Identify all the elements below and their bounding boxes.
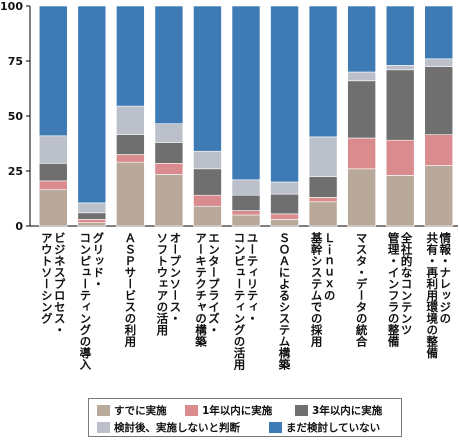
bar-segment-1 xyxy=(193,205,222,227)
x-axis-labels: ビジネスプロセス・アウトソーシング グリッド・コンピューティングの導入 ＡＳＰサービ… xyxy=(40,231,452,371)
bar-segment-1 xyxy=(116,161,145,227)
bar-segment-1 xyxy=(231,214,261,227)
y-tick-label: 100 xyxy=(0,0,23,13)
bar-segment-5 xyxy=(424,5,454,60)
bar-segment-5 xyxy=(270,5,299,183)
bar-segment-5 xyxy=(231,5,261,181)
bar-segment-5 xyxy=(347,5,376,73)
bar-segment-4 xyxy=(385,65,415,71)
bar-segment-2 xyxy=(38,180,68,190)
bar-segment-5 xyxy=(154,5,184,124)
legend-item: 1年以内に実施 xyxy=(185,403,272,418)
y-tick-label: 25 xyxy=(8,165,23,178)
bar-segment-3 xyxy=(193,168,222,196)
legend-swatch xyxy=(97,405,110,416)
bar-segment-3 xyxy=(308,176,338,198)
x-tick-label: 共有・再利用環境の整備 xyxy=(425,231,439,359)
x-tick-label: ＳＯＡによるシステム構築 xyxy=(278,232,292,371)
x-tick-label: エンタープライズ・ xyxy=(207,232,221,336)
x-tick-label: グリッド・ xyxy=(91,231,105,289)
bar-segment-4 xyxy=(347,71,376,82)
bar-segment-1 xyxy=(154,174,184,227)
y-tick-label: 0 xyxy=(15,220,23,233)
legend-item: まだ検討していない xyxy=(269,420,380,435)
legend-swatch xyxy=(97,422,110,433)
legend-label: 検討後、実施しないと判断 xyxy=(114,422,240,434)
bar-segment-4 xyxy=(231,179,261,196)
bar-segment-1 xyxy=(424,165,454,227)
x-tick-label: 全社的なコンテンツ xyxy=(400,231,414,335)
legend-label: まだ検討していない xyxy=(286,422,381,434)
bar-segment-4 xyxy=(308,136,338,177)
bar-segment-3 xyxy=(116,134,145,155)
x-tick-label: オープンソース・ xyxy=(168,232,182,324)
legend-label: 1年以内に実施 xyxy=(202,405,273,417)
bar-segment-2 xyxy=(116,154,145,163)
bar-segment-2 xyxy=(154,163,184,175)
legend-swatch xyxy=(269,422,282,433)
bar-segment-3 xyxy=(77,212,107,220)
bar-segment-1 xyxy=(308,201,338,227)
bar-segment-3 xyxy=(270,193,299,215)
bar-segment-3 xyxy=(385,69,415,141)
bar-segment-5 xyxy=(308,5,338,138)
x-tick-label: ソフトウェアの活用 xyxy=(155,232,169,336)
legend: すでに実施 1年以内に実施 3年以内に実施検討後、実施しないと判断 まだ検討していない xyxy=(88,398,402,437)
bar-segment-2 xyxy=(231,210,261,216)
bar-segment-5 xyxy=(385,5,415,66)
bar-segment-1 xyxy=(77,222,107,227)
x-tick-label: ビジネスプロセス・ xyxy=(53,232,67,336)
bar-segment-3 xyxy=(154,142,184,164)
bar-segment-3 xyxy=(347,80,376,139)
legend-item: 検討後、実施しないと判断 xyxy=(97,420,240,435)
x-tick-label: 基幹システムでの採用 xyxy=(310,231,324,348)
bar-segment-1 xyxy=(347,168,376,227)
bar-segment-4 xyxy=(38,135,68,164)
legend-label: 3年以内に実施 xyxy=(312,405,383,417)
bar-segment-4 xyxy=(154,123,184,143)
legend-item: すでに実施 xyxy=(97,403,167,418)
bar-segment-2 xyxy=(270,213,299,220)
y-tick-label: 75 xyxy=(8,55,23,68)
x-tick-label: アウトソーシング xyxy=(40,232,54,324)
bar-segment-5 xyxy=(116,5,145,107)
bar-segment-4 xyxy=(77,202,107,214)
bar-segment-4 xyxy=(424,58,454,67)
x-tick-label: アーキテクチャの構築 xyxy=(194,232,208,348)
legend-swatch xyxy=(185,405,198,416)
x-tick-label: 管理・インフラの整備 xyxy=(387,231,401,348)
bar-segment-2 xyxy=(347,137,376,170)
bar-segment-1 xyxy=(38,189,68,227)
bar-area xyxy=(38,5,454,227)
bar-segment-2 xyxy=(424,134,454,166)
bar-segment-3 xyxy=(231,194,261,211)
bar-segment-4 xyxy=(116,105,145,135)
bar-segment-2 xyxy=(385,139,415,176)
bar-segment-2 xyxy=(193,194,222,207)
legend-item: 3年以内に実施 xyxy=(295,403,382,418)
legend-label: すでに実施 xyxy=(114,405,167,417)
bar-segment-4 xyxy=(193,150,222,170)
bar-segment-3 xyxy=(38,163,68,182)
bar-segment-5 xyxy=(38,5,68,137)
bar-segment-1 xyxy=(385,175,415,227)
bar-segment-1 xyxy=(270,219,299,227)
x-tick-label: Ｌｉｎｕｘの xyxy=(323,232,337,301)
x-tick-label: 情報・ナレッジの xyxy=(438,231,452,324)
bar-segment-4 xyxy=(270,181,299,195)
bar-segment-3 xyxy=(424,66,454,135)
x-tick-label: マスタ・データの統合 xyxy=(355,232,369,348)
y-tick-label: 50 xyxy=(8,110,24,123)
legend-swatch xyxy=(295,405,308,416)
x-tick-label: ユーティリティ・ xyxy=(246,232,260,324)
bar-segment-5 xyxy=(77,5,107,204)
x-tick-label: ＡＳＰサービスの利用 xyxy=(123,232,137,348)
bar-segment-5 xyxy=(193,5,222,152)
x-tick-label: コンピューティングの活用 xyxy=(233,232,247,371)
x-tick-label: コンピューティングの導入 xyxy=(78,232,92,371)
bar-segment-2 xyxy=(77,219,107,223)
bar-segment-2 xyxy=(308,197,338,203)
